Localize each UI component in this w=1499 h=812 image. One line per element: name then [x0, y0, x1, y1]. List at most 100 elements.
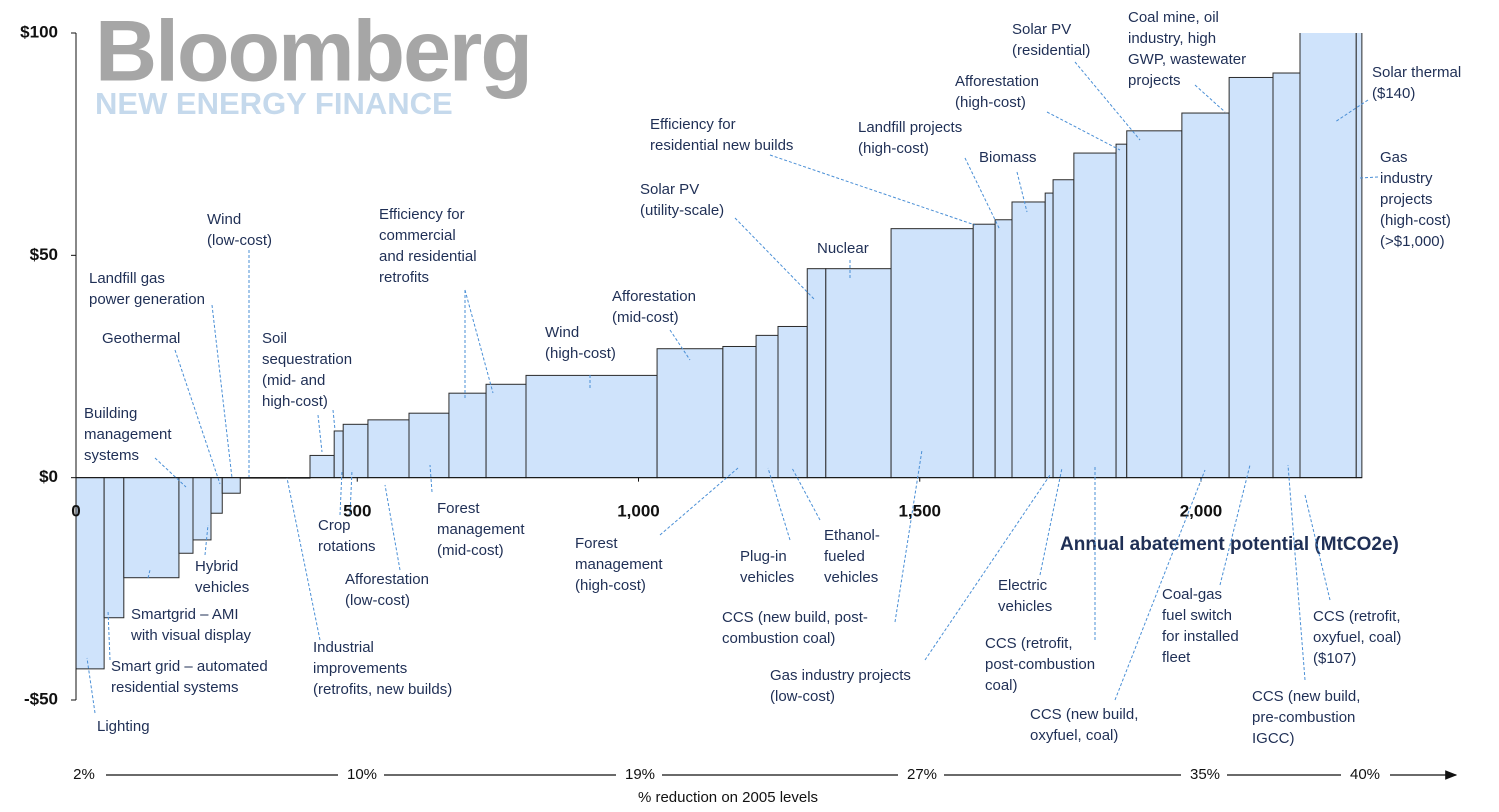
leader-line [339, 469, 343, 516]
leader-line [211, 304, 233, 479]
annotation: Coal-gas [1162, 586, 1222, 603]
leader-line [1039, 467, 1063, 576]
leader-line [204, 524, 209, 556]
bar [890, 228, 974, 479]
bar [656, 348, 724, 479]
reduction-label: 40% [1350, 766, 1380, 783]
bar [367, 419, 410, 479]
leader-line [734, 217, 816, 301]
leader-line [767, 467, 791, 541]
reduction-title: % reduction on 2005 levels [638, 789, 818, 806]
bar [755, 334, 779, 479]
annotation: projects [1128, 72, 1181, 89]
annotation: post-combustion [985, 656, 1095, 673]
bar [1126, 130, 1183, 479]
annotation: Afforestation [345, 571, 429, 588]
annotation: Landfill gas [89, 270, 165, 287]
annotation: Plug-in [740, 548, 787, 565]
leader-line [107, 609, 111, 661]
reduction-label: 2% [73, 766, 95, 783]
annotation: ($140) [1372, 85, 1415, 102]
annotation: retrofits [379, 269, 429, 286]
annotation: Efficiency for [379, 206, 465, 223]
leader-line [894, 449, 923, 623]
leader-line [1334, 99, 1369, 123]
annotation: (high-cost) [575, 577, 646, 594]
leader-line [332, 409, 336, 431]
annotation: power generation [89, 291, 205, 308]
annotation: vehicles [195, 579, 249, 596]
annotation: rotations [318, 538, 376, 555]
x-tick-label: 1,000 [617, 501, 660, 520]
annotation: Efficiency for [650, 116, 736, 133]
annotation: Lighting [97, 718, 150, 735]
bar [1115, 143, 1128, 479]
reduction-label: 19% [625, 766, 655, 783]
leader-line [1194, 84, 1226, 113]
y-tick-label: $50 [30, 245, 58, 264]
y-tick-label: $100 [20, 22, 58, 41]
annotation: Gas [1380, 149, 1408, 166]
annotation: Industrial [313, 639, 374, 656]
annotation: projects [1380, 191, 1433, 208]
annotation: Gas industry projects [770, 667, 911, 684]
annotation: high-cost) [262, 393, 328, 410]
annotation: Hybrid [195, 558, 238, 575]
annotation: (residential) [1012, 42, 1090, 59]
reduction-label: 35% [1190, 766, 1220, 783]
annotation: CCS (new build, post- [722, 609, 868, 626]
annotation: vehicles [740, 569, 794, 586]
leader-line [1287, 464, 1306, 681]
annotation: Wind [545, 324, 579, 341]
annotation: Afforestation [955, 73, 1039, 90]
leader-line [1016, 171, 1028, 213]
annotation: Forest [575, 535, 618, 552]
bar [972, 223, 996, 479]
bar [777, 325, 808, 479]
leader-line [384, 484, 401, 571]
leader-line [1304, 494, 1331, 601]
annotation: Ethanol- [824, 527, 880, 544]
annotation: vehicles [998, 598, 1052, 615]
bar [1181, 112, 1230, 479]
annotation: (mid-cost) [612, 309, 679, 326]
annotation: fleet [1162, 649, 1191, 666]
annotation: and residential [379, 248, 477, 265]
leader-line [1074, 61, 1141, 141]
bar [309, 454, 335, 479]
x-tick-label: 0 [71, 501, 80, 520]
annotation: Coal mine, oil [1128, 9, 1219, 26]
leader-line [1114, 469, 1206, 701]
annotation: industry [1380, 170, 1433, 187]
annotation: GWP, wastewater [1128, 51, 1246, 68]
bar [1044, 192, 1054, 479]
annotation: IGCC) [1252, 730, 1295, 747]
annotation: (mid-cost) [437, 542, 504, 559]
bar [994, 219, 1013, 479]
bar [1228, 76, 1274, 479]
leader-line [1046, 111, 1121, 151]
annotation: fueled [824, 548, 865, 565]
annotation: industry, high [1128, 30, 1216, 47]
leader-line [1219, 464, 1251, 586]
annotation: CCS (new build, [1252, 688, 1360, 705]
annotation: management [575, 556, 663, 573]
bar [1355, 33, 1363, 479]
annotation: for installed [1162, 628, 1239, 645]
annotation: CCS (retrofit, [985, 635, 1073, 652]
annotation: Smartgrid – AMI [131, 606, 239, 623]
annotation: (>$1,000) [1380, 233, 1445, 250]
leader-line [286, 477, 321, 641]
leader-line [147, 569, 151, 579]
annotation: residential new builds [650, 137, 793, 154]
leader-line [154, 457, 187, 488]
leader-line [464, 289, 494, 394]
annotation: (utility-scale) [640, 202, 724, 219]
bar [1052, 179, 1075, 479]
bar [192, 477, 212, 541]
bar [210, 477, 223, 514]
bar [1299, 33, 1357, 479]
bar [1073, 152, 1117, 479]
leader-line [659, 467, 739, 536]
leader-line [769, 154, 976, 226]
